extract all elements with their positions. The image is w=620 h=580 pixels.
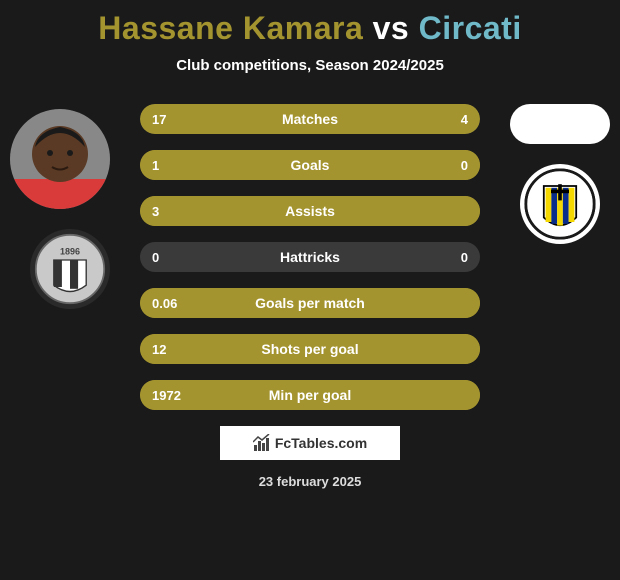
bar-label: Matches — [140, 111, 480, 127]
footer-brand-text: FcTables.com — [275, 435, 367, 451]
stat-bar: 3Assists — [140, 196, 480, 226]
title-player2: Circati — [419, 10, 522, 46]
stat-bar: 12Shots per goal — [140, 334, 480, 364]
comparison-content: 1896 174Matches 10Goals 3Assists 00Hattrick… — [0, 104, 620, 489]
bar-label: Goals — [140, 157, 480, 173]
stat-bar: 10Goals — [140, 150, 480, 180]
fctables-logo: FcTables.com — [220, 426, 400, 460]
title-player1: Hassane Kamara — [98, 10, 363, 46]
stat-bars: 174Matches 10Goals 3Assists 00Hattricks 0.06… — [140, 104, 480, 410]
chart-icon — [253, 434, 271, 452]
player1-club-crest: 1896 — [30, 229, 110, 309]
bar-label: Shots per goal — [140, 341, 480, 357]
title-vs: vs — [373, 10, 410, 46]
stat-bar: 1972Min per goal — [140, 380, 480, 410]
subtitle: Club competitions, Season 2024/2025 — [0, 57, 620, 74]
footer-date: 23 february 2025 — [0, 474, 620, 489]
avatar-svg — [10, 109, 110, 209]
bar-label: Min per goal — [140, 387, 480, 403]
stat-bar: 174Matches — [140, 104, 480, 134]
player1-avatar — [10, 109, 110, 209]
bar-label: Goals per match — [140, 295, 480, 311]
stat-bar: 0.06Goals per match — [140, 288, 480, 318]
page-title: Hassane Kamara vs Circati — [0, 0, 620, 47]
crest-right-svg — [524, 168, 596, 240]
player2-avatar — [510, 104, 610, 144]
bar-label: Assists — [140, 203, 480, 219]
stat-bar: 00Hattricks — [140, 242, 480, 272]
svg-text:1896: 1896 — [60, 247, 80, 257]
player2-club-crest — [520, 164, 600, 244]
crest-left-svg: 1896 — [34, 233, 106, 305]
bar-label: Hattricks — [140, 249, 480, 265]
